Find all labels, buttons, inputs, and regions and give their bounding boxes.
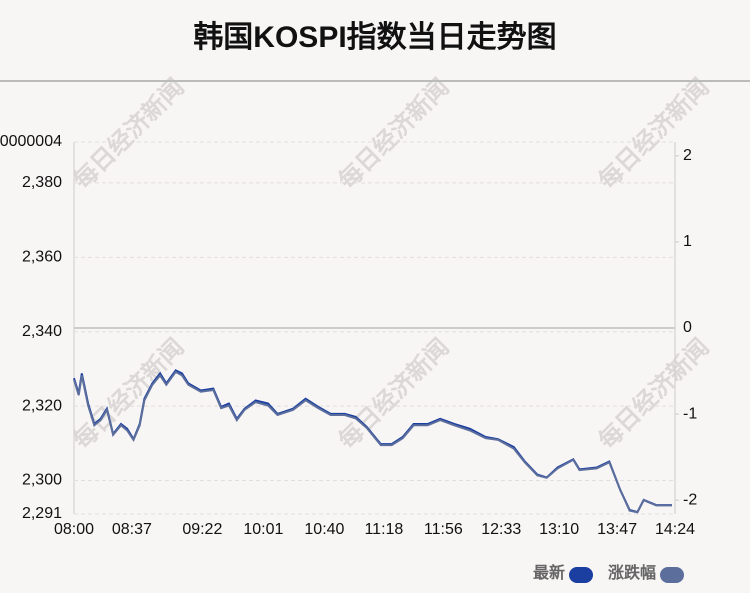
y-tick-label: 2,380 [22, 174, 62, 191]
y2-tick-label: 1 [683, 233, 692, 250]
x-tick-label: 13:10 [539, 521, 579, 538]
y2-tick-label: -2 [683, 491, 697, 508]
y2-tick-label: 0 [683, 319, 692, 336]
x-tick-label: 13:47 [597, 521, 637, 538]
x-tick-label: 08:37 [112, 521, 152, 538]
x-tick-label: 11:18 [364, 521, 403, 538]
legend-swatch [660, 567, 685, 583]
y-tick-label: 2,391.0000004 [0, 133, 62, 150]
x-tick-label: 14:24 [655, 521, 695, 538]
x-tick-label: 11:56 [424, 521, 463, 538]
y-tick-label: 2,360 [22, 249, 62, 266]
x-tick-label: 12:33 [481, 521, 521, 538]
series-line [73, 370, 672, 514]
x-tick-label: 10:40 [304, 521, 344, 538]
x-tick-label: 08:00 [54, 521, 94, 538]
x-tick-label: 09:22 [182, 521, 222, 538]
legend-label: 涨跌幅 [608, 563, 656, 582]
y-tick-label: 2,291 [22, 505, 62, 522]
legend-swatch [569, 567, 594, 583]
chart-title: 韩国KOSPI指数当日走势图 [193, 21, 556, 54]
y-tick-label: 2,340 [22, 323, 62, 340]
y-tick-label: 2,320 [22, 397, 62, 414]
x-tick-label: 10:01 [243, 521, 283, 538]
y-tick-label: 2,300 [22, 472, 62, 489]
y2-tick-label: -1 [683, 405, 697, 422]
y2-tick-label: 2 [683, 147, 692, 164]
legend-label: 最新 [533, 563, 565, 582]
